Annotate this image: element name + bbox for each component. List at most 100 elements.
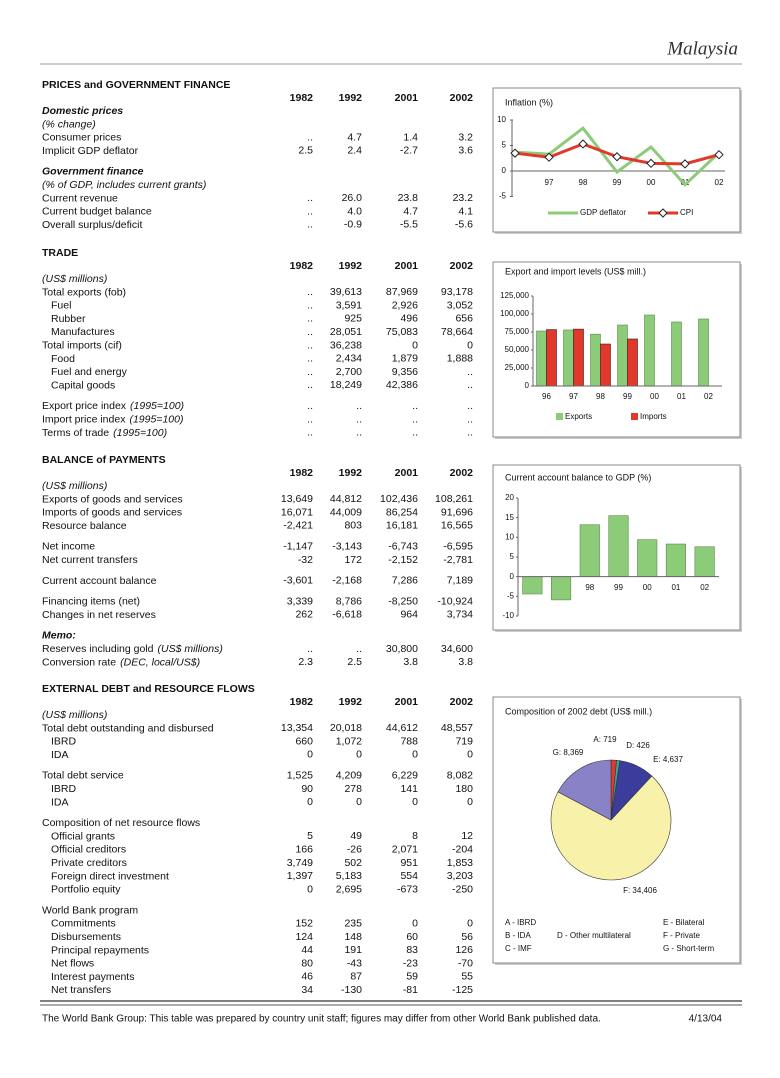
cell: .. <box>307 643 313 655</box>
x-tick-label: 01 <box>677 392 686 401</box>
cell: 34,600 <box>441 643 473 655</box>
cell: 2.5 <box>347 656 362 668</box>
row-label-text: Overall surplus/deficit <box>42 219 142 231</box>
row-label-text: Total debt outstanding and disbursed <box>42 722 214 734</box>
row-label: (US$ millions) <box>42 709 107 721</box>
row-label-text: Total exports (fob) <box>42 286 126 298</box>
marker <box>612 152 622 162</box>
cell: .. <box>307 192 313 204</box>
cell: .. <box>307 313 313 325</box>
row-label-text: Manufactures <box>51 326 115 338</box>
row-label-text: Rubber <box>51 313 86 325</box>
slice-label: F: 34,406 <box>623 886 657 895</box>
row-label-text: Foreign direct investment <box>51 870 169 882</box>
marker <box>714 149 724 160</box>
row-label: Conversion rate (DEC, local/US$) <box>42 656 200 668</box>
bar <box>627 338 638 387</box>
row-label-text: Conversion rate <box>42 656 116 668</box>
cell: -673 <box>397 883 418 895</box>
cell: .. <box>356 427 362 439</box>
section-title: PRICES and GOVERNMENT FINANCE <box>42 79 230 91</box>
row-label-note: (1995=100) <box>130 400 184 412</box>
row-label-text: IBRD <box>51 735 77 747</box>
y-tick-label: 0 <box>525 381 530 390</box>
row-label: Current revenue <box>42 192 118 204</box>
column-header: 2002 <box>450 467 474 479</box>
marker <box>680 159 690 169</box>
cell: 2,926 <box>392 299 418 311</box>
cell: .. <box>307 400 313 412</box>
bar <box>694 546 715 577</box>
row-label-text: Official grants <box>51 830 115 842</box>
chart-title: Inflation (%) <box>505 97 553 107</box>
cell: 141 <box>400 783 418 795</box>
row-label: IDA <box>51 796 69 808</box>
cell: 56 <box>461 931 473 943</box>
y-tick-label: 10 <box>505 532 514 541</box>
cell: 34 <box>301 984 313 996</box>
row-label-text: Disbursements <box>51 931 121 943</box>
cell: 44,009 <box>330 506 362 518</box>
row-label: Total imports (cif) <box>42 339 122 351</box>
cell: -204 <box>452 843 473 855</box>
row-label: Resource balance <box>42 520 127 532</box>
row-label: (% change) <box>42 118 96 130</box>
cell: 102,436 <box>380 493 418 505</box>
cell: 3.8 <box>458 656 473 668</box>
cell: .. <box>307 299 313 311</box>
cell: 925 <box>344 313 362 325</box>
cell: 30,800 <box>386 643 418 655</box>
column-header: 2001 <box>395 260 419 272</box>
cell: 3,591 <box>336 299 362 311</box>
cell: 108,261 <box>435 493 473 505</box>
x-tick-label: 98 <box>596 392 605 401</box>
row-label-text: Reserves including gold <box>42 643 154 655</box>
column-header: 2002 <box>450 92 474 104</box>
cell: 964 <box>400 609 418 621</box>
row-label-text: Domestic prices <box>42 105 123 117</box>
cell: 0 <box>307 796 313 808</box>
row-label: Manufactures <box>51 326 115 338</box>
x-tick-label: 99 <box>623 392 632 401</box>
cell: 0 <box>412 796 418 808</box>
row-label: Private creditors <box>51 857 127 869</box>
cell: 502 <box>344 857 362 869</box>
legend-label: CPI <box>680 208 693 217</box>
row-label: Capital goods <box>51 379 115 391</box>
row-label: Current budget balance <box>42 205 152 217</box>
cell: 13,649 <box>281 493 313 505</box>
row-label: Fuel and energy <box>51 366 128 378</box>
cell: 60 <box>406 931 418 943</box>
legend-label: E - Bilateral <box>663 918 705 927</box>
row-label-text: Net current transfers <box>42 554 138 566</box>
cell: -26 <box>347 843 362 855</box>
bar <box>563 329 574 387</box>
row-label: IBRD <box>51 783 77 795</box>
chart-title: Export and import levels (US$ mill.) <box>505 266 646 276</box>
row-label-text: (% of GDP, includes current grants) <box>42 179 206 191</box>
x-tick-label: 00 <box>647 178 656 187</box>
row-label-text: IDA <box>51 749 69 761</box>
legend-swatch <box>631 413 638 420</box>
cell: 86,254 <box>386 506 418 518</box>
cell: 262 <box>295 609 313 621</box>
cell: 7,189 <box>447 575 473 587</box>
section-title: EXTERNAL DEBT and RESOURCE FLOWS <box>42 683 255 695</box>
y-tick-label: 125,000 <box>500 291 529 300</box>
row-label: Official grants <box>51 830 115 842</box>
cell: .. <box>412 400 418 412</box>
cell: 2.5 <box>298 145 313 157</box>
cell: 1,072 <box>336 735 362 747</box>
cell: 1,888 <box>447 353 473 365</box>
legend-marker <box>658 208 668 218</box>
row-label: Net flows <box>51 957 94 969</box>
cell: -32 <box>298 554 313 566</box>
cell: 3,749 <box>287 857 313 869</box>
pie-slice <box>550 775 672 881</box>
cell: 660 <box>295 735 313 747</box>
bar <box>546 329 557 387</box>
legend-label: GDP deflator <box>580 208 626 217</box>
legend-label: D - Other multilateral <box>557 931 631 940</box>
cell: 2.4 <box>347 145 362 157</box>
